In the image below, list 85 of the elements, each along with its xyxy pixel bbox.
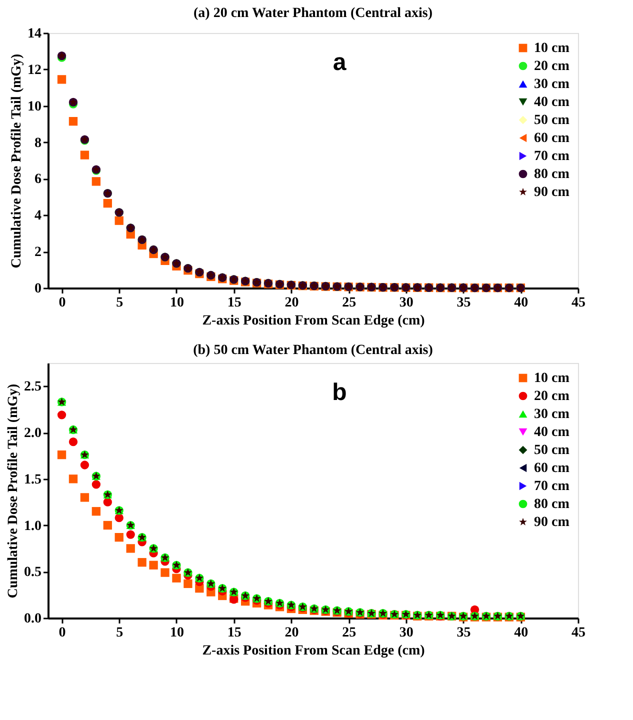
legend-label: 20 cm xyxy=(534,389,570,404)
legend-label: 40 cm xyxy=(534,425,570,440)
point xyxy=(114,216,124,225)
x-tick-label: 30 xyxy=(399,296,414,310)
y-tick-label: 6 xyxy=(34,172,42,188)
y-tick-label: 2 xyxy=(34,245,42,260)
chart-title: (b) 50 cm Water Phantom (Central axis) xyxy=(193,343,434,358)
legend-label: 90 cm xyxy=(534,185,570,200)
point xyxy=(172,574,181,582)
x-tick-label: 45 xyxy=(572,626,586,640)
y-tick-label: 4 xyxy=(34,208,42,224)
legend-label: 60 cm xyxy=(534,131,570,146)
y-axis-title: Cumulative Dose Profile Tail (mGy) xyxy=(10,53,24,268)
legend-label: 90 cm xyxy=(534,515,570,530)
x-tick-label: 40 xyxy=(514,296,528,310)
legend-label: 60 cm xyxy=(534,461,570,476)
legend-label: 10 cm xyxy=(534,41,570,56)
x-tick-label: 10 xyxy=(170,296,184,310)
legend-label: 70 cm xyxy=(534,479,570,494)
y-tick-label: 14 xyxy=(28,26,42,42)
point xyxy=(149,560,158,570)
legend-label: 50 cm xyxy=(534,443,570,458)
x-tick-label: 35 xyxy=(456,626,471,640)
y-tick-label: 2.5 xyxy=(24,380,42,395)
point xyxy=(80,460,90,470)
x-tick-label: 0 xyxy=(58,296,66,310)
point xyxy=(68,117,78,126)
x-tick-label: 30 xyxy=(399,626,414,640)
legend-label: 30 cm xyxy=(534,77,570,92)
point xyxy=(114,514,124,522)
point xyxy=(68,474,78,484)
legend-label: 70 cm xyxy=(534,149,570,164)
point xyxy=(126,544,135,553)
point xyxy=(114,532,124,542)
legend-label: 30 cm xyxy=(534,407,570,422)
point xyxy=(57,75,66,84)
y-tick-label: 8 xyxy=(34,136,42,151)
y-tick-label: 0 xyxy=(34,282,42,296)
legend-label: 80 cm xyxy=(534,167,570,182)
point xyxy=(160,568,170,577)
x-tick-label: 20 xyxy=(284,626,299,640)
point xyxy=(57,410,66,420)
x-tick-label: 0 xyxy=(58,626,66,640)
legend-label: 40 cm xyxy=(534,95,570,110)
x-tick-label: 45 xyxy=(572,296,586,310)
chart-title: (a) 20 cm Water Phantom (Central axis) xyxy=(194,6,433,21)
x-tick-label: 25 xyxy=(342,626,356,640)
legend-label: 10 cm xyxy=(534,371,570,386)
legend-label: 50 cm xyxy=(534,113,570,128)
x-tick-label: 15 xyxy=(227,296,242,310)
x-tick-label: 35 xyxy=(456,296,471,310)
annotation: a xyxy=(332,49,347,76)
y-tick-label: 1.5 xyxy=(24,472,42,488)
point xyxy=(103,198,112,208)
point xyxy=(126,530,135,539)
y-tick-label: 0.0 xyxy=(24,612,42,626)
x-tick-label: 15 xyxy=(227,626,242,640)
x-tick-label: 20 xyxy=(284,296,299,310)
y-tick-label: 0.5 xyxy=(24,565,42,580)
y-axis-title: Cumulative Dose Profile Tail (mGy) xyxy=(6,383,21,598)
x-axis-title: Z-axis Position From Scan Edge (cm) xyxy=(202,314,426,328)
point xyxy=(184,579,192,588)
point xyxy=(92,480,101,489)
y-tick-label: 10 xyxy=(28,99,42,114)
point xyxy=(103,498,112,506)
y-tick-label: 2.0 xyxy=(24,426,42,442)
point xyxy=(57,450,66,460)
point xyxy=(92,507,101,516)
x-tick-label: 5 xyxy=(116,626,124,640)
legend-label: 20 cm xyxy=(534,59,570,74)
point xyxy=(80,493,90,502)
x-axis-title: Z-axis Position From Scan Edge (cm) xyxy=(202,644,426,658)
x-tick-label: 5 xyxy=(116,296,124,310)
x-tick-label: 10 xyxy=(170,626,184,640)
point xyxy=(138,558,146,567)
point xyxy=(68,437,78,446)
y-tick-label: 12 xyxy=(28,62,42,78)
point xyxy=(103,520,112,530)
x-tick-label: 40 xyxy=(514,626,528,640)
y-tick-label: 1.0 xyxy=(24,518,42,534)
legend-label: 80 cm xyxy=(534,497,570,512)
x-tick-label: 25 xyxy=(342,296,356,310)
point xyxy=(92,177,101,186)
point xyxy=(80,150,90,160)
annotation: b xyxy=(332,379,347,406)
